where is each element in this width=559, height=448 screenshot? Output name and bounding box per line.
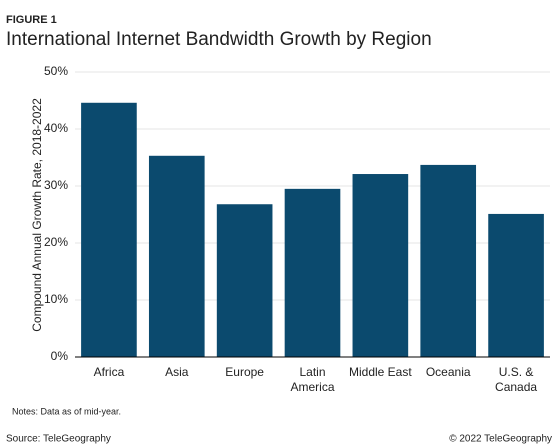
bar <box>216 204 273 357</box>
bar <box>284 188 341 357</box>
chart-title: International Internet Bandwidth Growth … <box>6 29 432 50</box>
x-tick-label: Asia <box>165 365 189 379</box>
y-tick-label: 10% <box>44 292 68 306</box>
y-tick-label: 40% <box>44 121 68 135</box>
y-tick-label: 20% <box>44 235 68 249</box>
bar <box>148 155 205 357</box>
bar <box>81 102 137 357</box>
bar <box>352 174 409 357</box>
figure-label: FIGURE 1 <box>6 14 57 26</box>
x-tick-label: Oceania <box>425 365 471 379</box>
x-tick-label: Latin America <box>290 365 335 394</box>
x-tick-label: Middle East <box>348 365 412 379</box>
copyright: © 2022 TeleGeography <box>449 434 552 445</box>
y-axis-label: Compound Annual Growth Rate, 2018-2022 <box>30 98 44 332</box>
bar <box>420 164 477 357</box>
y-tick-label: 50% <box>44 64 68 78</box>
x-tick-label: U.S. & Canada <box>495 365 538 394</box>
y-tick-label: 30% <box>44 178 68 192</box>
notes: Notes: Data as of mid-year. <box>12 406 121 416</box>
x-tick-label: Europe <box>225 365 264 379</box>
bar <box>488 213 544 357</box>
x-tick-label: Africa <box>93 365 125 379</box>
y-tick-label: 0% <box>51 349 69 363</box>
source: Source: TeleGeography <box>6 434 111 445</box>
